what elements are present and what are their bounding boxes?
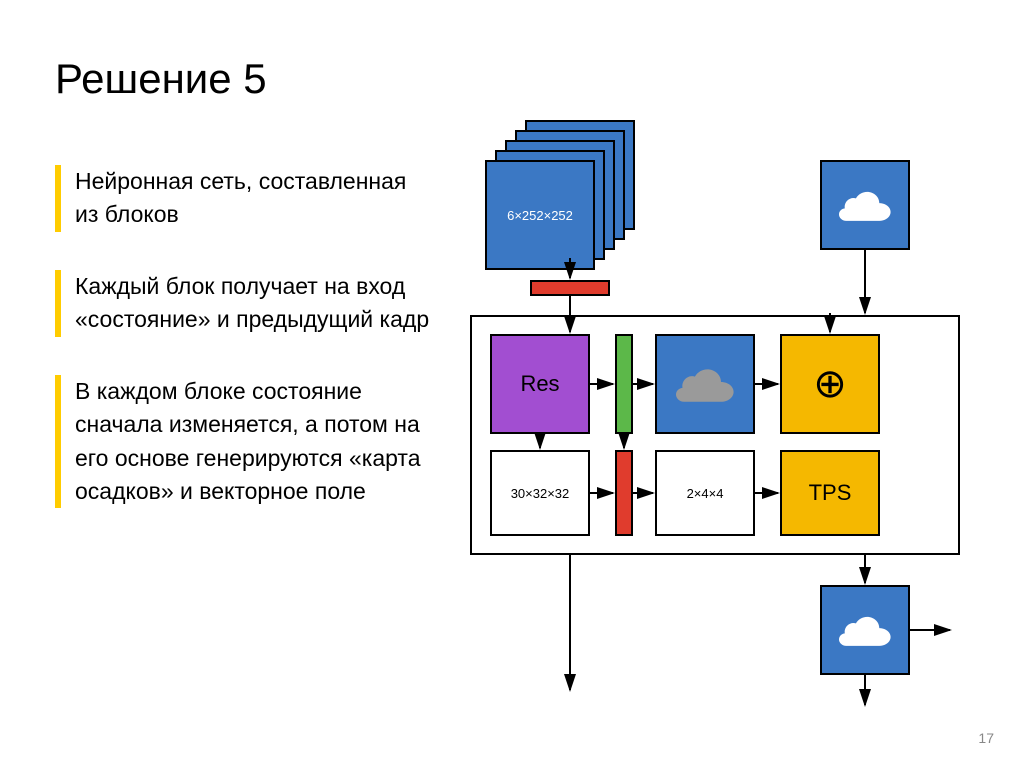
bullet-item: В каждом блоке состояние сначала изменяе… [55, 375, 435, 508]
input-stack-card: 6×252×252 [485, 160, 595, 270]
bottom-cloud-node [820, 585, 910, 675]
bullet-bar [55, 375, 61, 508]
page-title: Решение 5 [55, 55, 267, 103]
page-number: 17 [978, 730, 994, 746]
plus-block: ⊕ [780, 334, 880, 434]
tps-block: TPS [780, 450, 880, 536]
bullet-text: Нейронная сеть, составленная из блоков [75, 165, 435, 232]
bullet-text: Каждый блок получает на вход «состояние»… [75, 270, 435, 337]
state-30-block: 30×32×32 [490, 450, 590, 536]
conv-red-mid [615, 450, 633, 536]
green-split [615, 334, 633, 434]
mid-cloud-node [655, 334, 755, 434]
bullet-item: Нейронная сеть, составленная из блоков [55, 165, 435, 232]
conv-red-top [530, 280, 610, 296]
state-2-block: 2×4×4 [655, 450, 755, 536]
top-cloud-node [820, 160, 910, 250]
bullet-text: В каждом блоке состояние сначала изменяе… [75, 375, 435, 508]
bullet-item: Каждый блок получает на вход «состояние»… [55, 270, 435, 337]
bullet-bar [55, 165, 61, 232]
architecture-diagram: 6×252×252 Res ⊕ 30×32×32 2×4×4 TPS [460, 120, 1000, 720]
res-block: Res [490, 334, 590, 434]
bullet-bar [55, 270, 61, 337]
bullet-list: Нейронная сеть, составленная из блоков К… [55, 165, 435, 546]
